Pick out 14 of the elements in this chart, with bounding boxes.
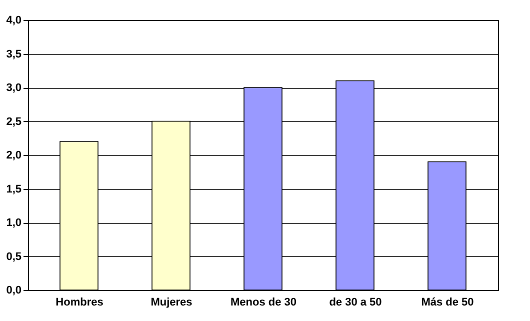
x-tick-label: Menos de 30	[230, 296, 297, 308]
y-tick-label: 3,0	[6, 82, 22, 94]
y-tick-label: 0,0	[6, 284, 22, 296]
y-tick-label: 1,0	[6, 217, 22, 229]
y-tick-label: 1,5	[6, 183, 22, 196]
y-tick-label: 2,5	[6, 116, 22, 128]
y-tick-label: 2,0	[6, 150, 22, 162]
y-tick-label: 3,5	[6, 48, 22, 60]
x-tick-label: Mujeres	[150, 296, 192, 308]
y-tick-label: 0,5	[6, 250, 22, 263]
x-tick-label: Hombres	[56, 296, 104, 308]
x-tick-label: de 30 a 50	[329, 296, 382, 308]
x-tick-label: Más de 50	[421, 296, 474, 308]
y-tick-label: 4,0	[6, 14, 22, 26]
